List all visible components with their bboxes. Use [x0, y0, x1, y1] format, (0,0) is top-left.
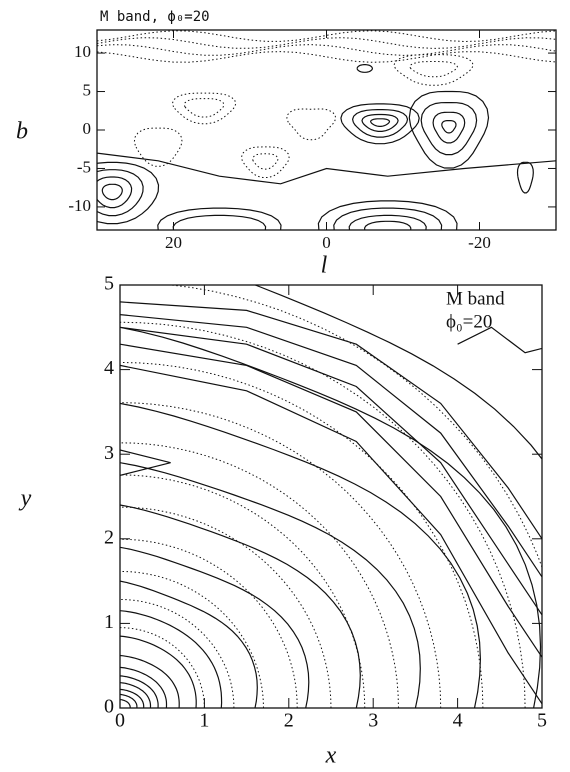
- contour-line: [393, 54, 474, 86]
- contour-line: [120, 675, 159, 708]
- contour-line: [120, 326, 542, 616]
- contour-line: [171, 92, 237, 125]
- contour-line: [361, 113, 399, 132]
- contour-line: [167, 285, 542, 569]
- contour-line: [286, 108, 337, 141]
- contour-line: [240, 146, 290, 178]
- contour-line: [120, 698, 131, 708]
- contour-line: [120, 666, 168, 708]
- contour-line: [172, 214, 267, 230]
- x-tick-label: 5: [537, 710, 547, 732]
- contour-line: [340, 103, 420, 145]
- x-tick-label: -20: [468, 233, 491, 252]
- contour-line: [120, 635, 197, 708]
- contour-line: [420, 102, 478, 156]
- contour-line: [97, 44, 556, 56]
- contour-line: [97, 51, 556, 63]
- y-axis-label: b: [16, 119, 28, 145]
- contour-line: [432, 111, 466, 144]
- chart-title: M band, ϕ₀=20: [100, 9, 210, 25]
- plot-area: [97, 30, 556, 230]
- contour-line: [333, 207, 443, 230]
- y-tick-label: -5: [77, 157, 91, 176]
- contour-line: [363, 220, 412, 230]
- contour-line: [157, 207, 282, 230]
- contour-line: [97, 169, 144, 217]
- contour-line: [120, 321, 526, 708]
- y-tick-label: 2: [104, 526, 114, 548]
- y-tick-label: 4: [104, 357, 114, 379]
- contour-line: [120, 682, 152, 708]
- plot-area: [120, 285, 542, 708]
- annotation: ϕ₀=20: [446, 311, 492, 332]
- y-tick-label: 5: [83, 80, 92, 99]
- x-tick-label: 0: [322, 233, 331, 252]
- y-axis-label: y: [19, 486, 32, 512]
- contour-line: [120, 610, 223, 708]
- contour-line: [120, 538, 298, 708]
- contour-line: [97, 152, 556, 185]
- contour-line: [120, 546, 310, 708]
- contour-line: [120, 570, 264, 708]
- x-tick-label: 20: [165, 233, 182, 252]
- contour-line: [120, 326, 542, 708]
- contour-line: [369, 118, 391, 127]
- contour-line: [97, 161, 160, 225]
- y-tick-label: 10: [74, 42, 91, 61]
- contour-line: [409, 61, 458, 78]
- contour-line: [120, 654, 180, 708]
- contour-line: [101, 183, 123, 201]
- contour-line: [97, 176, 133, 209]
- contour-line: [183, 98, 225, 118]
- x-tick-label: 1: [199, 710, 209, 732]
- x-tick-label: 0: [115, 710, 125, 732]
- contour-line: [120, 314, 542, 578]
- y-tick-label: 1: [104, 611, 114, 633]
- contour-line: [120, 580, 258, 708]
- y-tick-label: 0: [83, 119, 92, 138]
- contour-line: [120, 361, 484, 708]
- contour-line: [120, 599, 235, 708]
- contour-line: [120, 343, 542, 658]
- contour-line: [120, 449, 171, 476]
- contour-line: [120, 462, 421, 708]
- x-tick-label: 3: [368, 710, 378, 732]
- contour-line: [120, 301, 542, 540]
- contour-line: [408, 90, 490, 169]
- plot-frame: [96, 29, 557, 231]
- contour-line: [441, 120, 457, 134]
- contour-line: [120, 402, 482, 708]
- contour-line: [120, 693, 138, 708]
- contour-line: [253, 285, 542, 460]
- contour-line: [252, 153, 279, 170]
- x-tick-label: 2: [284, 710, 294, 732]
- contour-line: [97, 37, 556, 49]
- y-tick-label: 3: [104, 442, 114, 464]
- y-tick-label: 5: [104, 273, 114, 295]
- contour-line: [516, 161, 534, 194]
- contour-line: [317, 200, 458, 230]
- contour-line: [120, 364, 542, 705]
- contour-line: [351, 109, 409, 138]
- contour-line: [120, 442, 399, 708]
- y-tick-label: -10: [68, 196, 91, 215]
- contour-line: [120, 627, 205, 708]
- x-axis-label: l: [321, 253, 328, 279]
- contour-line: [348, 214, 427, 230]
- x-axis-label: x: [325, 743, 337, 769]
- plot-frame: [119, 284, 543, 709]
- contour-line: [120, 506, 332, 708]
- annotation: M band: [446, 288, 505, 309]
- y-tick-label: 0: [104, 696, 114, 718]
- contour-line: [457, 326, 542, 354]
- contour-line: [120, 504, 361, 708]
- x-tick-label: 4: [453, 710, 463, 732]
- contour-line: [120, 688, 145, 708]
- contour-line: [356, 63, 374, 73]
